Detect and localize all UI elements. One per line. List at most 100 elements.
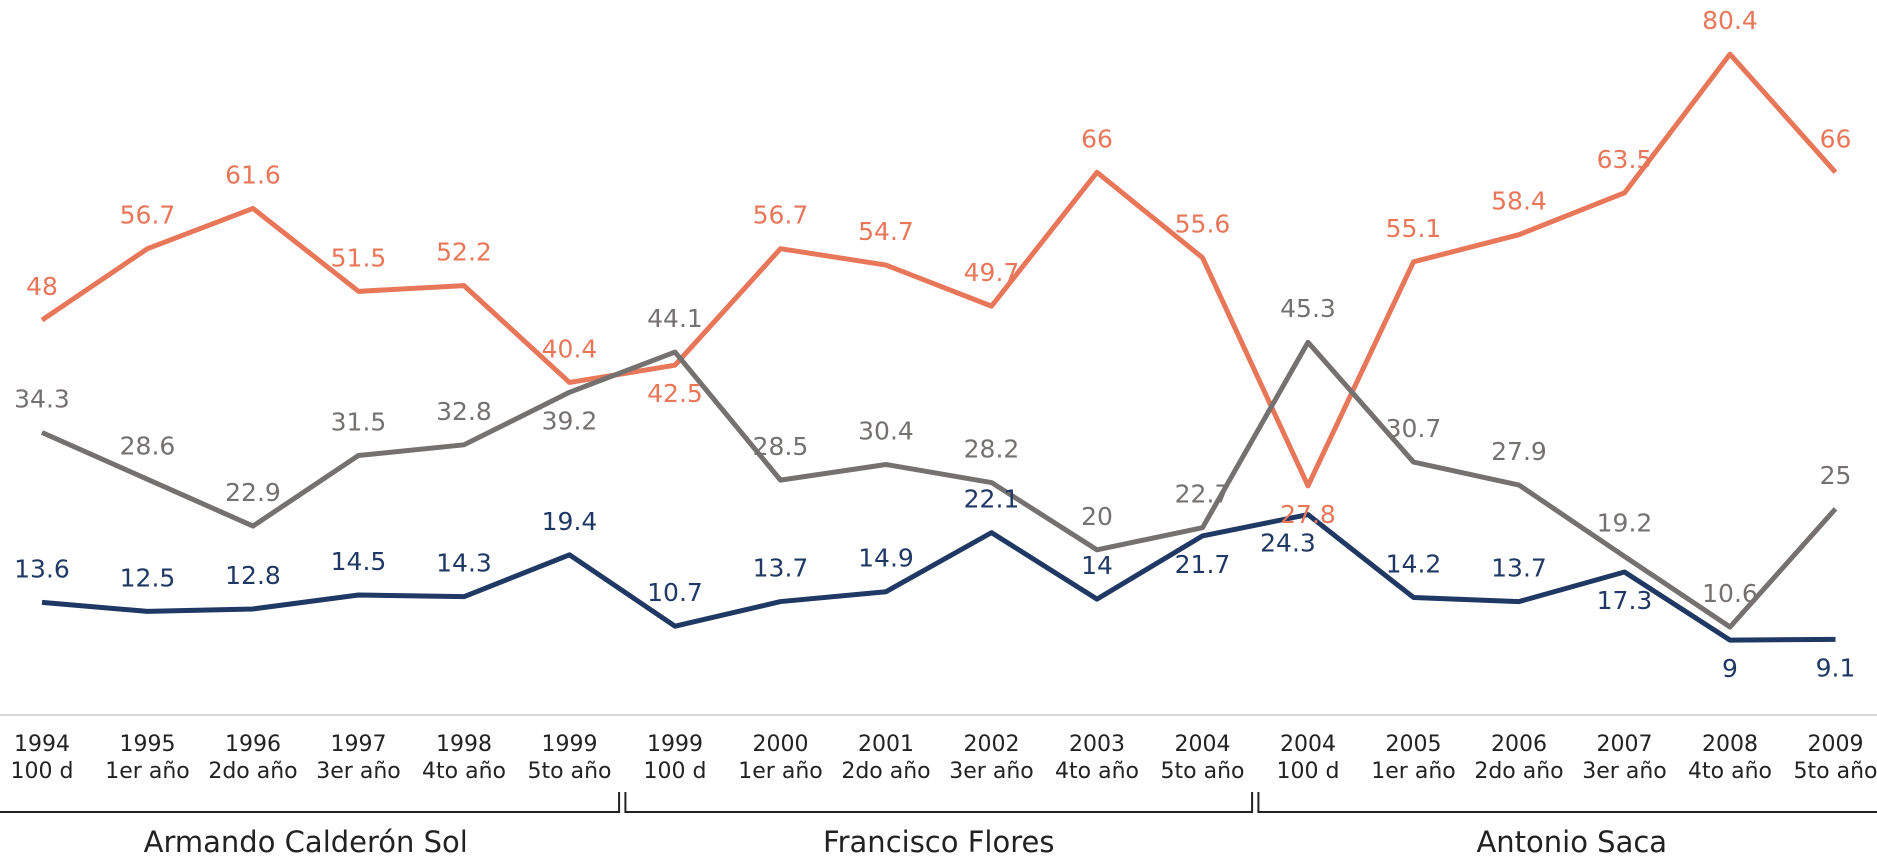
group-label: Antonio Saca	[1476, 825, 1667, 859]
x-tick-label: 1998	[436, 732, 492, 757]
group-label: Francisco Flores	[823, 825, 1054, 859]
x-tick-label: 5to año	[1161, 759, 1245, 784]
value-label: 42.5	[647, 379, 703, 408]
x-tick-label: 5to año	[1794, 759, 1877, 784]
value-label: 20	[1081, 502, 1113, 531]
x-tick-label: 3er año	[949, 759, 1033, 784]
x-tick-label: 1er año	[1371, 759, 1455, 784]
value-label: 9	[1722, 654, 1738, 683]
value-label: 66	[1081, 124, 1113, 153]
x-tick-label: 100 d	[11, 759, 74, 784]
value-label: 54.7	[858, 217, 914, 246]
x-tick-label: 2004	[1280, 732, 1336, 757]
series-line	[40, 51, 1838, 489]
x-tick-label: 2do año	[841, 759, 930, 784]
value-label: 19.4	[542, 507, 598, 536]
value-label: 28.2	[964, 435, 1020, 464]
value-label: 21.7	[1175, 550, 1231, 579]
x-tick-label: 2005	[1386, 732, 1442, 757]
x-tick-label: 2008	[1702, 732, 1758, 757]
value-label: 56.7	[120, 201, 176, 230]
value-label: 66	[1820, 124, 1852, 153]
value-label: 9.1	[1816, 653, 1856, 682]
value-label: 27.9	[1491, 437, 1547, 466]
group-bracket	[1257, 792, 1877, 813]
value-label: 45.3	[1280, 294, 1336, 323]
value-label: 19.2	[1597, 508, 1653, 537]
value-label: 22.9	[225, 478, 281, 507]
x-tick-label: 2000	[753, 732, 809, 757]
value-label: 32.8	[436, 397, 492, 426]
value-label: 10.7	[647, 578, 703, 607]
value-label: 55.6	[1175, 210, 1231, 239]
x-tick-label: 1999	[647, 732, 703, 757]
value-label: 31.5	[331, 407, 387, 436]
value-label: 49.7	[964, 258, 1020, 287]
value-label: 48	[26, 272, 58, 301]
x-tick-label: 3er año	[316, 759, 400, 784]
value-label: 14.3	[436, 549, 492, 578]
x-tick-label: 2001	[858, 732, 914, 757]
x-tick-label: 2003	[1069, 732, 1125, 757]
group-bracket	[624, 792, 1254, 813]
value-label: 25	[1820, 461, 1852, 490]
x-tick-label: 3er año	[1582, 759, 1666, 784]
value-label: 28.6	[120, 431, 176, 460]
value-label: 58.4	[1491, 187, 1547, 216]
series-line	[41, 512, 1836, 643]
x-tick-label: 100 d	[644, 759, 707, 784]
x-tick-label: 4to año	[1055, 759, 1139, 784]
value-label: 30.4	[858, 417, 914, 446]
x-tick-label: 100 d	[1277, 759, 1340, 784]
x-tick-label: 2006	[1491, 732, 1547, 757]
value-label: 55.1	[1386, 214, 1442, 243]
value-label: 28.5	[753, 432, 809, 461]
x-tick-label: 1er año	[105, 759, 189, 784]
value-label: 14.2	[1386, 549, 1442, 578]
group-bracket	[0, 792, 621, 813]
value-label: 22.7	[1175, 480, 1231, 509]
x-tick-label: 1994	[14, 732, 70, 757]
x-tick-label: 2do año	[1474, 759, 1563, 784]
value-label: 13.6	[14, 554, 70, 583]
group-label: Armando Calderón Sol	[144, 825, 468, 859]
x-tick-label: 4to año	[1688, 759, 1772, 784]
value-label: 14	[1081, 551, 1113, 580]
x-tick-label: 1er año	[738, 759, 822, 784]
value-label: 13.7	[753, 554, 809, 583]
x-tick-label: 1995	[120, 732, 176, 757]
value-label: 14.5	[331, 547, 387, 576]
x-tick-label: 2do año	[208, 759, 297, 784]
value-label: 22.1	[964, 485, 1020, 514]
value-label: 10.6	[1702, 579, 1758, 608]
x-tick-label: 2004	[1175, 732, 1231, 757]
x-tick-label: 1996	[225, 732, 281, 757]
x-tick-label: 2007	[1597, 732, 1653, 757]
value-label: 56.7	[753, 201, 809, 230]
value-label: 61.6	[225, 160, 281, 189]
x-tick-label: 1999	[542, 732, 598, 757]
value-label: 51.5	[331, 243, 387, 272]
value-label: 80.4	[1702, 6, 1758, 35]
value-label: 17.3	[1597, 586, 1653, 615]
value-label: 27.8	[1280, 500, 1336, 529]
value-label: 14.9	[858, 544, 914, 573]
value-label: 44.1	[647, 304, 703, 333]
value-label: 30.7	[1386, 414, 1442, 443]
value-label: 39.2	[542, 406, 598, 435]
value-label: 40.4	[542, 334, 598, 363]
x-tick-label: 1997	[331, 732, 387, 757]
x-tick-label: 2009	[1808, 732, 1864, 757]
value-label: 52.2	[436, 238, 492, 267]
value-label: 12.8	[225, 561, 281, 590]
value-label: 24.3	[1260, 529, 1316, 558]
value-label: 13.7	[1491, 554, 1547, 583]
value-label: 63.5	[1597, 145, 1653, 174]
x-tick-label: 4to año	[422, 759, 506, 784]
value-label: 34.3	[14, 385, 70, 414]
x-tick-label: 5to año	[528, 759, 612, 784]
x-tick-label: 2002	[964, 732, 1020, 757]
series-line	[40, 339, 1838, 630]
value-label: 12.5	[120, 563, 176, 592]
